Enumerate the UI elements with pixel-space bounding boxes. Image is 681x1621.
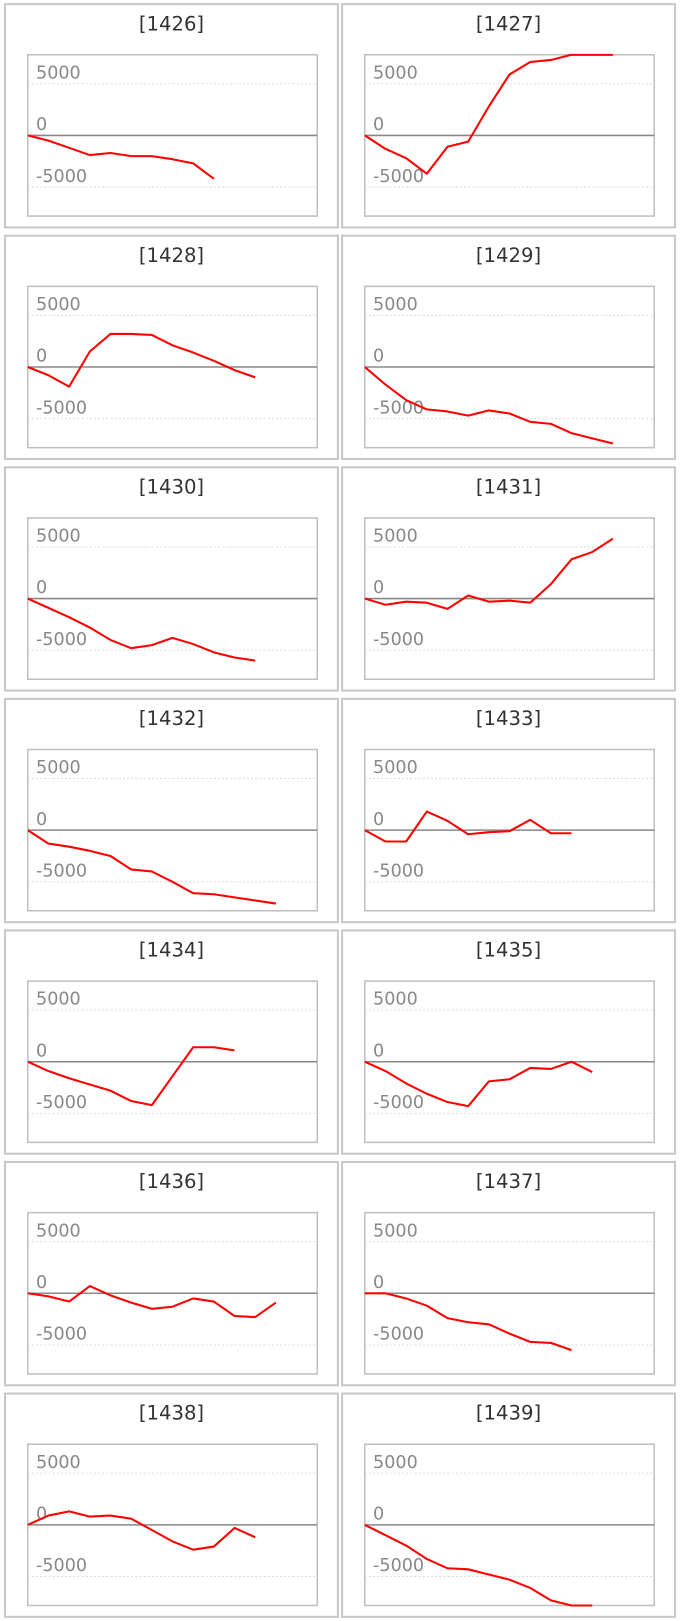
chart-panel: [1439] 5000 0 -5000 xyxy=(341,1392,676,1618)
chart-panel: [1426] 5000 0 -5000 xyxy=(3,3,339,229)
y-tick-label: 5000 xyxy=(373,63,418,83)
data-line xyxy=(27,1285,277,1319)
y-tick-label: -5000 xyxy=(36,167,87,187)
chart-title: [1439] xyxy=(476,1402,541,1425)
y-tick-label: 5000 xyxy=(36,1453,81,1473)
chart-title: [1431] xyxy=(476,475,541,498)
data-line xyxy=(364,53,613,175)
y-tick-label: 5000 xyxy=(36,1221,81,1241)
chart-panel: [1428] 5000 0 -5000 xyxy=(3,234,339,461)
chart-panel: [1434] 5000 0 -5000 xyxy=(3,929,339,1155)
y-tick-label: 5000 xyxy=(36,63,81,83)
chart-title: [1438] xyxy=(139,1402,204,1425)
y-tick-label: 0 xyxy=(36,1505,47,1525)
y-tick-label: 5000 xyxy=(373,1221,418,1241)
y-tick-label: -5000 xyxy=(373,1325,424,1345)
y-tick-label: -5000 xyxy=(373,167,424,187)
data-line xyxy=(364,366,614,445)
y-tick-label: -5000 xyxy=(373,861,424,881)
y-tick-label: -5000 xyxy=(373,1556,424,1576)
chart-title: [1429] xyxy=(476,244,541,267)
chart-panel: [1433] 5000 0 -5000 xyxy=(341,697,676,924)
y-tick-label: 0 xyxy=(36,347,47,367)
y-tick-label: -5000 xyxy=(36,1556,87,1576)
chart-title: [1428] xyxy=(139,244,204,267)
y-tick-label: 5000 xyxy=(373,295,418,315)
y-tick-label: -5000 xyxy=(36,398,87,418)
y-tick-label: 0 xyxy=(373,115,384,135)
y-tick-label: 0 xyxy=(373,1041,384,1061)
y-tick-label: 0 xyxy=(373,1273,384,1293)
y-tick-label: 0 xyxy=(36,1273,47,1293)
y-tick-label: -5000 xyxy=(373,398,424,418)
chart-title: [1434] xyxy=(139,939,204,962)
data-line xyxy=(27,134,215,180)
y-tick-label: 0 xyxy=(36,810,47,830)
chart-panel: [1431] 5000 0 -5000 xyxy=(341,466,676,692)
y-tick-label: -5000 xyxy=(36,1325,87,1345)
y-tick-label: -5000 xyxy=(36,1093,87,1113)
chart-panel: [1438] 5000 0 -5000 xyxy=(3,1392,339,1618)
y-tick-label: 5000 xyxy=(373,1453,418,1473)
y-tick-label: 5000 xyxy=(373,758,418,778)
y-tick-label: -5000 xyxy=(36,630,87,650)
chart-panel: [1427] 5000 0 -5000 xyxy=(341,3,676,229)
y-tick-label: 5000 xyxy=(373,990,418,1010)
y-tick-label: 0 xyxy=(373,1505,384,1525)
y-tick-label: 5000 xyxy=(36,295,81,315)
y-tick-label: 0 xyxy=(36,1041,47,1061)
y-tick-label: 5000 xyxy=(373,527,418,547)
y-tick-label: 5000 xyxy=(36,527,81,547)
chart-panel: [1429] 5000 0 -5000 xyxy=(341,234,676,461)
chart-title: [1427] xyxy=(476,12,541,35)
y-tick-label: 0 xyxy=(373,810,384,830)
y-tick-label: 0 xyxy=(36,578,47,598)
data-line xyxy=(364,537,614,610)
data-line xyxy=(27,1046,235,1107)
y-tick-label: 5000 xyxy=(36,990,81,1010)
data-line xyxy=(364,1060,593,1108)
data-line xyxy=(27,829,277,905)
data-line xyxy=(364,810,572,843)
chart-title: [1436] xyxy=(139,1170,204,1193)
y-tick-label: -5000 xyxy=(36,861,87,881)
data-line xyxy=(364,1523,593,1607)
chart-title: [1435] xyxy=(476,939,541,962)
chart-title: [1430] xyxy=(139,475,204,498)
chart-title: [1437] xyxy=(476,1170,541,1193)
data-line xyxy=(27,597,256,662)
y-tick-label: 0 xyxy=(373,347,384,367)
chart-panel: [1437] 5000 0 -5000 xyxy=(341,1160,676,1387)
y-tick-label: 0 xyxy=(36,115,47,135)
chart-title: [1426] xyxy=(139,12,204,35)
chart-panel: [1436] 5000 0 -5000 xyxy=(3,1160,339,1387)
y-tick-label: 5000 xyxy=(36,758,81,778)
data-line xyxy=(27,1510,256,1551)
chart-title: [1432] xyxy=(139,707,204,730)
y-tick-label: -5000 xyxy=(373,630,424,650)
chart-panel: [1432] 5000 0 -5000 xyxy=(3,697,339,924)
data-line xyxy=(27,332,256,388)
chart-panel: [1435] 5000 0 -5000 xyxy=(341,929,676,1155)
chart-panel: [1430] 5000 0 -5000 xyxy=(3,466,339,692)
chart-title: [1433] xyxy=(476,707,541,730)
y-tick-label: 0 xyxy=(373,578,384,598)
y-tick-label: -5000 xyxy=(373,1093,424,1113)
data-line xyxy=(364,1292,572,1352)
